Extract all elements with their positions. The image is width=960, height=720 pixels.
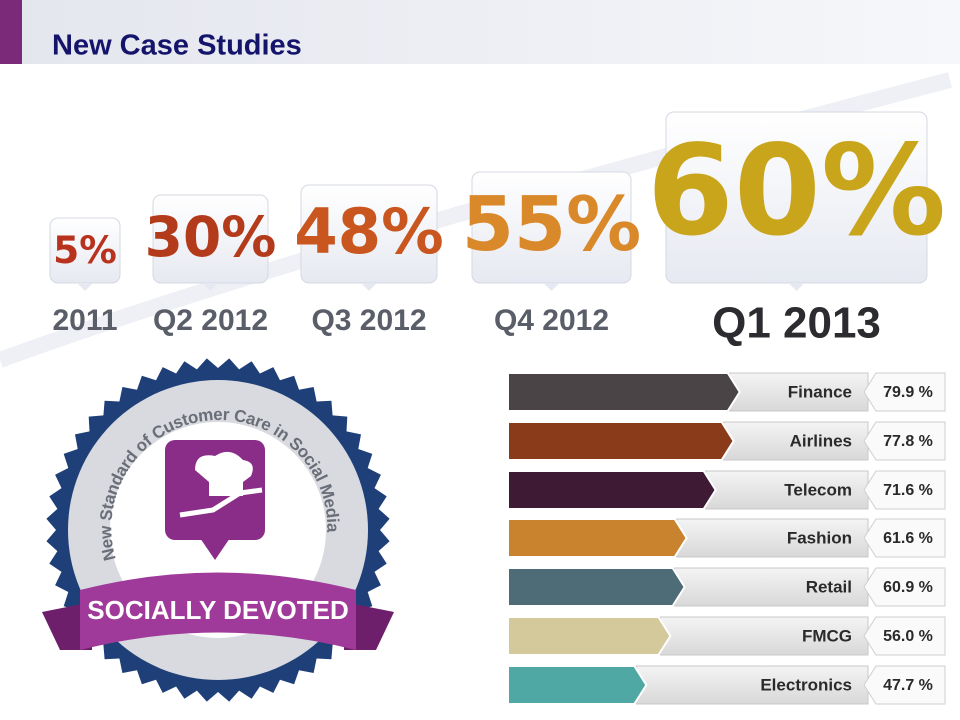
- ribbon-ends: [42, 602, 394, 650]
- milestone-period: Q3 2012: [311, 304, 426, 337]
- milestone-pointer: [361, 283, 377, 291]
- milestone-pointer: [543, 283, 560, 291]
- badge-icon-tail: [200, 538, 230, 560]
- bar: [507, 421, 735, 461]
- milestone-pointer: [202, 283, 219, 291]
- value-label: 47.7 %: [883, 677, 933, 694]
- value-box: [863, 665, 946, 705]
- milestone-period: Q4 2012: [494, 304, 609, 337]
- header-band: [0, 0, 960, 64]
- category-label: Airlines: [790, 431, 852, 450]
- category-label: Fashion: [787, 528, 852, 547]
- milestone-period: Q2 2012: [153, 304, 268, 337]
- value-label: 56.0 %: [883, 628, 933, 645]
- category-label: FMCG: [802, 626, 852, 645]
- milestone-value: 60%: [647, 119, 946, 264]
- milestone-pointer: [77, 283, 93, 291]
- badge: New Standard of Customer Care in Social …: [42, 358, 394, 702]
- category-label: Telecom: [784, 480, 852, 499]
- category-label: Retail: [806, 577, 852, 596]
- milestone-value: 48%: [294, 195, 444, 268]
- value-label: 79.9 %: [883, 384, 933, 401]
- bar: [507, 372, 741, 412]
- value-label: 77.8 %: [883, 433, 933, 450]
- milestone-period: 2011: [52, 304, 117, 337]
- value-box: [863, 616, 946, 656]
- value-box: [863, 518, 946, 558]
- title: New Case Studies: [52, 30, 302, 62]
- value-label: 61.6 %: [883, 530, 933, 547]
- bar: [507, 470, 717, 510]
- bar: [507, 518, 688, 558]
- milestone-value: 5%: [53, 228, 117, 272]
- value-label: 60.9 %: [883, 579, 933, 596]
- bar: [507, 567, 686, 607]
- value-box: [863, 567, 946, 607]
- ribbon-text: SOCIALLY DEVOTED: [87, 595, 349, 625]
- category-label: Electronics: [760, 675, 852, 694]
- category-label: Finance: [788, 382, 852, 401]
- ribbon: [80, 572, 356, 650]
- bar: [507, 665, 648, 705]
- value-box: [863, 372, 946, 412]
- milestone-value: 30%: [145, 205, 277, 269]
- header-accent: [0, 0, 22, 64]
- milestone-period: Q1 2013: [712, 299, 881, 348]
- value-box: [863, 470, 946, 510]
- badge-icon-line: [179, 487, 263, 518]
- value-box: [863, 421, 946, 461]
- badge-icon-hat: [195, 451, 253, 496]
- bar: [507, 616, 672, 656]
- milestone-pointer: [788, 283, 805, 291]
- milestone-value: 55%: [462, 180, 642, 268]
- value-label: 71.6 %: [883, 482, 933, 499]
